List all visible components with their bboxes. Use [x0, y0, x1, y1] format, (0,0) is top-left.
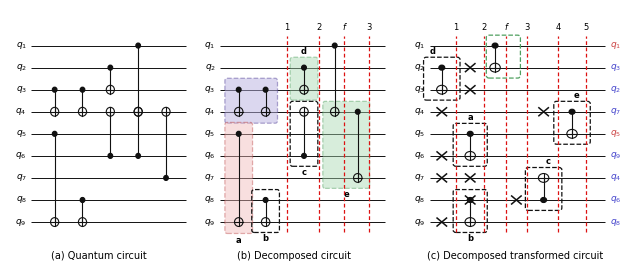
- Text: $q_5$: $q_5$: [610, 128, 621, 139]
- Text: $q_4$: $q_4$: [610, 172, 621, 183]
- Circle shape: [263, 198, 268, 202]
- Text: $q_3$: $q_3$: [15, 84, 27, 95]
- Text: 2: 2: [317, 23, 322, 31]
- Circle shape: [492, 43, 498, 48]
- Text: $q_7$: $q_7$: [610, 106, 621, 117]
- Circle shape: [52, 132, 57, 136]
- FancyBboxPatch shape: [323, 101, 370, 188]
- Circle shape: [301, 154, 307, 158]
- Circle shape: [332, 43, 337, 48]
- FancyBboxPatch shape: [225, 122, 253, 233]
- Text: $q_9$: $q_9$: [414, 217, 425, 228]
- Text: $q_3$: $q_3$: [414, 84, 425, 95]
- FancyBboxPatch shape: [225, 78, 278, 123]
- Text: a: a: [236, 236, 241, 245]
- Text: $q_3$: $q_3$: [205, 84, 216, 95]
- Text: (b) Decomposed circuit: (b) Decomposed circuit: [237, 251, 351, 261]
- Text: $q_3$: $q_3$: [610, 62, 621, 73]
- Text: e: e: [574, 91, 580, 100]
- Circle shape: [541, 198, 547, 202]
- Circle shape: [439, 65, 445, 70]
- Text: $q_4$: $q_4$: [204, 106, 216, 117]
- Text: $q_2$: $q_2$: [205, 62, 216, 73]
- Text: $q_2$: $q_2$: [414, 62, 425, 73]
- Text: b: b: [262, 234, 269, 243]
- Text: (c) Decomposed transformed circuit: (c) Decomposed transformed circuit: [427, 251, 604, 261]
- Text: $q_1$: $q_1$: [204, 40, 216, 51]
- Text: $q_8$: $q_8$: [15, 194, 27, 206]
- Text: e: e: [344, 190, 349, 199]
- Text: $q_8$: $q_8$: [610, 217, 621, 228]
- Text: $q_2$: $q_2$: [610, 84, 621, 95]
- Text: $q_4$: $q_4$: [15, 106, 27, 117]
- Text: $q_2$: $q_2$: [16, 62, 27, 73]
- Text: d: d: [429, 47, 435, 56]
- Circle shape: [80, 198, 84, 202]
- Text: $q_5$: $q_5$: [15, 128, 27, 139]
- Text: $q_9$: $q_9$: [204, 217, 216, 228]
- Text: $q_5$: $q_5$: [414, 128, 425, 139]
- Text: 2: 2: [482, 23, 487, 31]
- Text: $q_7$: $q_7$: [414, 172, 425, 183]
- Text: (a) Quantum circuit: (a) Quantum circuit: [51, 251, 147, 261]
- FancyBboxPatch shape: [290, 57, 318, 100]
- Text: $q_6$: $q_6$: [204, 150, 216, 161]
- Text: 5: 5: [584, 23, 589, 31]
- Text: b: b: [467, 234, 473, 243]
- Text: f: f: [343, 23, 346, 31]
- Circle shape: [52, 87, 57, 92]
- Circle shape: [569, 109, 575, 114]
- Text: $q_6$: $q_6$: [15, 150, 27, 161]
- Text: f: f: [504, 23, 508, 31]
- Text: d: d: [301, 47, 307, 56]
- Circle shape: [136, 43, 140, 48]
- Text: $q_9$: $q_9$: [610, 150, 621, 161]
- Text: a: a: [467, 113, 473, 122]
- Text: $q_6$: $q_6$: [414, 150, 425, 161]
- Circle shape: [108, 65, 113, 70]
- Text: $q_1$: $q_1$: [15, 40, 27, 51]
- Circle shape: [236, 132, 241, 136]
- Text: $q_8$: $q_8$: [205, 194, 216, 206]
- Circle shape: [467, 132, 473, 136]
- Text: $q_4$: $q_4$: [414, 106, 425, 117]
- Circle shape: [80, 87, 84, 92]
- Text: $q_8$: $q_8$: [414, 194, 425, 206]
- Circle shape: [164, 176, 168, 180]
- Text: c: c: [546, 157, 551, 166]
- Text: $q_7$: $q_7$: [204, 172, 216, 183]
- Circle shape: [263, 87, 268, 92]
- Text: c: c: [301, 168, 307, 177]
- Text: 4: 4: [555, 23, 561, 31]
- Text: $q_5$: $q_5$: [205, 128, 216, 139]
- Text: 1: 1: [284, 23, 289, 31]
- Circle shape: [467, 198, 473, 202]
- Circle shape: [236, 87, 241, 92]
- Text: 3: 3: [367, 23, 372, 31]
- Text: $q_9$: $q_9$: [15, 217, 27, 228]
- Text: $q_1$: $q_1$: [610, 40, 621, 51]
- Circle shape: [355, 109, 360, 114]
- Text: 1: 1: [453, 23, 459, 31]
- Circle shape: [108, 154, 113, 158]
- Circle shape: [301, 65, 307, 70]
- Text: $q_7$: $q_7$: [15, 172, 27, 183]
- Text: $q_1$: $q_1$: [414, 40, 425, 51]
- Text: $q_6$: $q_6$: [610, 194, 621, 206]
- Circle shape: [136, 154, 140, 158]
- Text: 3: 3: [524, 23, 530, 31]
